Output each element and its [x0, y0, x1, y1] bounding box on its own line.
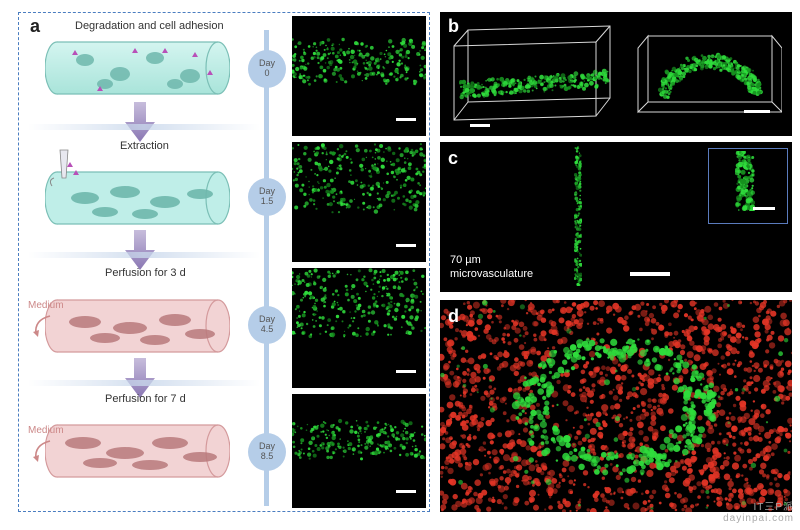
panel-c-caption-bottom: microvasculature: [450, 268, 533, 280]
inset-stripe: [735, 151, 755, 211]
panel-c-scalebar: [630, 272, 670, 276]
panel-a-label: a: [30, 16, 40, 37]
cylinder-day8-5: [45, 423, 230, 479]
micrograph-day1-5: [292, 142, 426, 262]
panel-d-box: [440, 300, 792, 512]
medium-label-2: Medium: [28, 425, 64, 436]
step-label-perfusion3d: Perfusion for 3 d: [105, 267, 186, 279]
hsep-2: [28, 252, 260, 258]
hsep-3: [28, 380, 260, 386]
step-label-extraction: Extraction: [120, 140, 169, 152]
flow-arrow-1: [125, 102, 155, 142]
wireframe-2-band: [636, 32, 782, 116]
cylinder-day4-5: [45, 298, 230, 354]
flow-arrow-2: [125, 230, 155, 270]
watermark: IT三P派 dayinpai.com: [723, 502, 794, 524]
panel-b-label: b: [448, 16, 459, 37]
step-label-perfusion7d: Perfusion for 7 d: [105, 393, 186, 405]
medium-arrow-2: [30, 437, 56, 463]
panel-b-box: [440, 12, 792, 136]
panel-b-scalebar-1: [470, 124, 490, 127]
pipette-icon: [48, 148, 88, 198]
cylinder-day0: [45, 40, 230, 96]
panel-c-box: 70 µm microvasculature: [440, 142, 792, 292]
micrograph-day4-5: [292, 268, 426, 388]
flow-title: Degradation and cell adhesion: [75, 20, 224, 32]
timeline-day4-5: Day4.5: [248, 306, 286, 344]
micrograph-day8-5: [292, 394, 426, 508]
panel-c-inset: [708, 148, 788, 224]
hsep-1: [28, 124, 260, 130]
panel-b-scalebar-2: [744, 110, 770, 113]
microvasculature-stripe: [574, 146, 582, 286]
medium-label-1: Medium: [28, 300, 64, 311]
panel-d-label: d: [448, 306, 459, 327]
timeline-day8-5: Day8.5: [248, 433, 286, 471]
panel-c-label: c: [448, 148, 458, 169]
micrograph-day0: [292, 16, 426, 136]
panel-c-inset-scalebar: [753, 207, 775, 210]
flow-arrow-3: [125, 358, 155, 398]
timeline-day0: Day0: [248, 50, 286, 88]
wireframe-1-band: [450, 20, 618, 124]
timeline-day1-5: Day1.5: [248, 178, 286, 216]
medium-arrow-1: [30, 312, 56, 338]
panel-c-caption-top: 70 µm: [450, 254, 481, 266]
